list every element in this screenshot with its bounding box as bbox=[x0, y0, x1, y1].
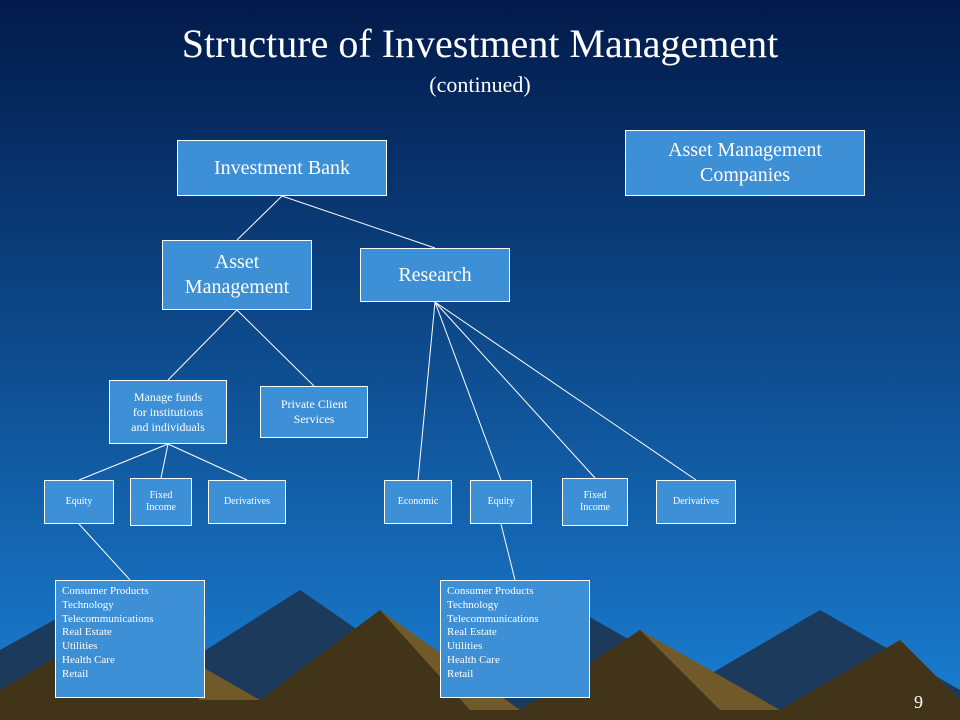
node-private-client-services: Private Client Services bbox=[260, 386, 368, 438]
node-label: Derivatives bbox=[224, 496, 270, 509]
node-label: Fixed Income bbox=[580, 490, 610, 515]
node-fixed-income-research: Fixed Income bbox=[562, 478, 628, 526]
node-economic: Economic bbox=[384, 480, 452, 524]
node-research: Research bbox=[360, 248, 510, 302]
node-detail-list-research: Consumer Products Technology Telecommuni… bbox=[440, 580, 590, 698]
node-label: Investment Bank bbox=[214, 156, 350, 181]
node-derivatives-research: Derivatives bbox=[656, 480, 736, 524]
node-investment-bank: Investment Bank bbox=[177, 140, 387, 196]
node-derivatives-am: Derivatives bbox=[208, 480, 286, 524]
node-label: Economic bbox=[398, 496, 439, 509]
node-label: Consumer Products Technology Telecommuni… bbox=[447, 585, 538, 681]
node-label: Asset Management Companies bbox=[668, 138, 822, 188]
node-label: Consumer Products Technology Telecommuni… bbox=[62, 585, 153, 681]
node-equity-research: Equity bbox=[470, 480, 532, 524]
node-asset-management: Asset Management bbox=[162, 240, 312, 310]
node-label: Research bbox=[398, 263, 471, 288]
node-label: Manage funds for institutions and indivi… bbox=[131, 390, 205, 435]
node-asset-management-companies: Asset Management Companies bbox=[625, 130, 865, 196]
node-label: Equity bbox=[488, 496, 515, 509]
node-label: Equity bbox=[66, 496, 93, 509]
node-fixed-income-am: Fixed Income bbox=[130, 478, 192, 526]
node-label: Asset Management bbox=[185, 250, 289, 300]
node-label: Private Client Services bbox=[281, 397, 347, 427]
node-detail-list-am: Consumer Products Technology Telecommuni… bbox=[55, 580, 205, 698]
slide-title: Structure of Investment Management bbox=[0, 20, 960, 67]
node-manage-funds: Manage funds for institutions and indivi… bbox=[109, 380, 227, 444]
slide-stage: { "canvas": { "width": 960, "height": 72… bbox=[0, 0, 960, 720]
node-equity-am: Equity bbox=[44, 480, 114, 524]
page-number: 9 bbox=[914, 692, 923, 713]
slide-subtitle: (continued) bbox=[0, 72, 960, 98]
node-label: Derivatives bbox=[673, 496, 719, 509]
node-label: Fixed Income bbox=[146, 490, 176, 515]
